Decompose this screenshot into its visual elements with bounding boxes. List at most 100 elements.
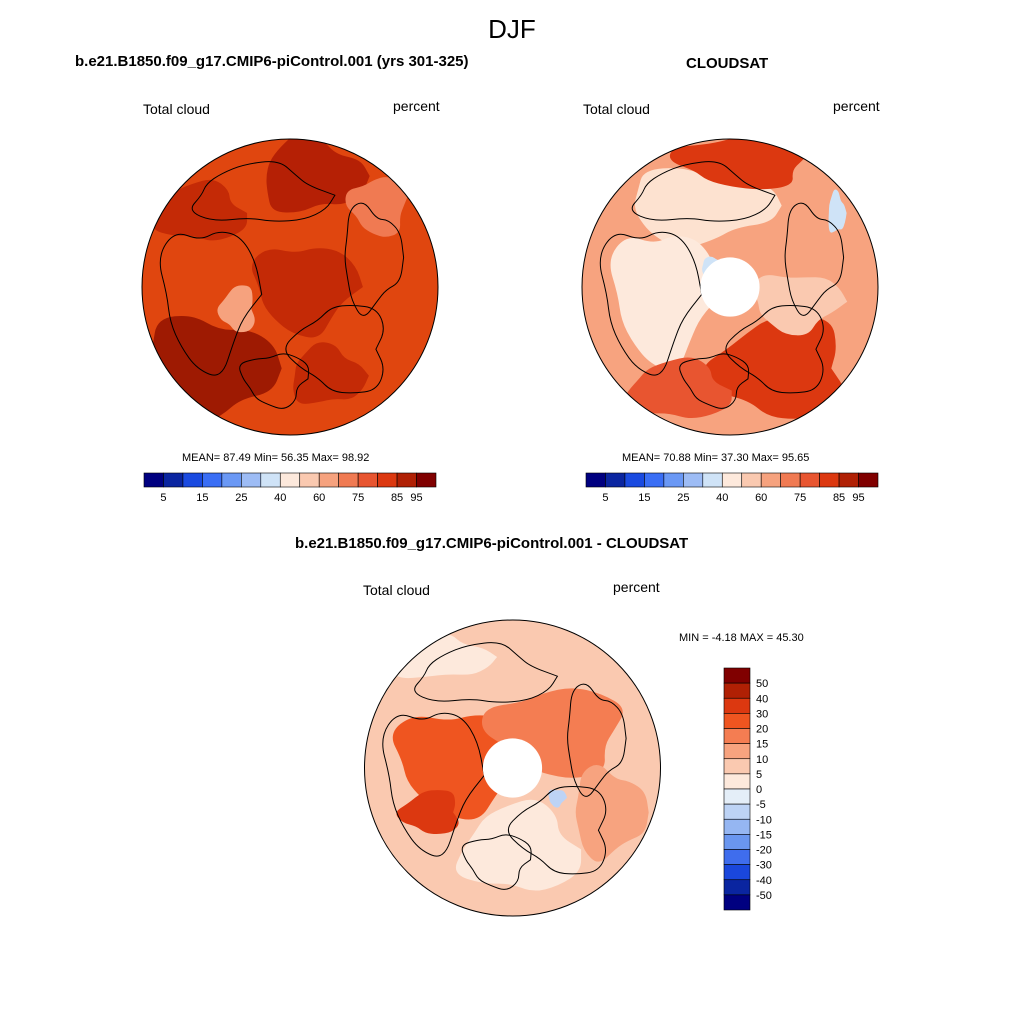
cloud-patch: [251, 248, 363, 338]
coastline: [344, 202, 405, 316]
colorbar-swatch: [585, 472, 606, 488]
panel3-polar-map: [364, 619, 661, 917]
cloud-patch: [396, 790, 459, 834]
colorbar-tick-label: 75: [352, 492, 364, 504]
coastline: [382, 712, 485, 857]
coastline: [567, 683, 627, 797]
coastline: [679, 353, 750, 409]
colorbar-swatch: [723, 758, 751, 775]
colorbar-swatch: [357, 472, 378, 488]
panel3-units-label: percent: [613, 579, 660, 595]
colorbar-tick-label: -20: [756, 845, 772, 857]
colorbar-swatch: [260, 472, 281, 488]
colorbar-tick-label: 0: [756, 784, 762, 796]
colorbar-tick-label: 85: [391, 492, 403, 504]
colorbar-tick-label: 60: [313, 492, 325, 504]
colorbar-swatch: [723, 894, 751, 911]
cloud-patch: [610, 236, 722, 371]
colorbar-swatch: [683, 472, 704, 488]
cloud-patch: [753, 275, 848, 336]
colorbar-swatch: [221, 472, 242, 488]
colorbar-tick-label: 40: [274, 492, 286, 504]
colorbar-swatch: [723, 818, 751, 835]
coastline: [725, 305, 824, 394]
map-fill: [364, 620, 661, 916]
colorbar-swatch: [723, 849, 751, 865]
colorbar-tick-label: 20: [756, 724, 768, 736]
cloud-patch: [266, 139, 370, 213]
panel2-stats: MEAN= 70.88 Min= 37.30 Max= 95.65: [622, 452, 810, 464]
colorbar-tick-label: 15: [638, 492, 650, 504]
colorbar-tick-label: 5: [602, 492, 608, 504]
colorbar-swatch: [702, 472, 723, 488]
colorbar-swatch: [163, 472, 184, 488]
colorbar-swatch: [723, 667, 751, 684]
colorbar-tick-label: 30: [756, 708, 768, 720]
colorbar-swatch: [760, 472, 781, 488]
panel1-colorbar: 5 15 25 40 60 75 85 95: [143, 472, 437, 504]
polar-hole: [482, 738, 543, 798]
colorbar-tick-label: 25: [235, 492, 247, 504]
colorbar-swatch: [741, 472, 762, 488]
coastline: [599, 231, 703, 376]
panel1-variable-label: Total cloud: [143, 101, 210, 117]
colorbar-swatch: [605, 472, 626, 488]
colorbar-tick-label: 5: [160, 492, 166, 504]
colorbar-swatch: [819, 472, 840, 488]
cloud-patch: [828, 189, 847, 233]
coastlines: [599, 161, 845, 409]
colorbar-swatch: [723, 864, 751, 881]
colorbar-swatch: [723, 697, 751, 714]
coastline: [285, 305, 384, 394]
coastline: [461, 834, 532, 890]
colorbar-tick-label: 60: [755, 492, 767, 504]
colorbar-tick-label: -15: [756, 829, 772, 841]
map-border: [364, 619, 661, 917]
colorbar-tick-label: 25: [677, 492, 689, 504]
colorbar-tick-label: 95: [410, 492, 422, 504]
colorbar-swatch: [723, 773, 751, 790]
colorbar-swatch: [338, 472, 359, 488]
figure-title: DJF: [488, 14, 536, 44]
colorbar-swatch: [299, 472, 320, 488]
panel1-stats: MEAN= 87.49 Min= 56.35 Max= 98.92: [182, 452, 370, 464]
colorbar-swatch: [663, 472, 684, 488]
colorbar-swatch: [723, 743, 751, 760]
colorbar-tick-label: -10: [756, 814, 772, 826]
panel2-variable-label: Total cloud: [583, 101, 650, 117]
colorbar-tick-label: 15: [196, 492, 208, 504]
colorbar-swatch: [396, 472, 417, 488]
colorbar-tick-label: -50: [756, 890, 772, 902]
coastline: [507, 786, 607, 875]
map-border: [581, 138, 879, 436]
panel1-title: b.e21.B1850.f09_g17.CMIP6-piControl.001 …: [75, 53, 469, 70]
panel1-units-label: percent: [393, 98, 440, 114]
cloud-patch: [217, 285, 255, 333]
colorbar-swatch: [780, 472, 801, 488]
colorbar-swatch: [202, 472, 223, 488]
cloud-patch: [548, 789, 567, 808]
cloud-patch: [345, 177, 409, 237]
cloud-patch: [669, 139, 811, 190]
colorbar-swatch: [241, 472, 262, 488]
coastline: [631, 161, 776, 222]
map-border: [141, 138, 439, 436]
colorbar-tick-label: 10: [756, 754, 768, 766]
colorbar-swatch: [723, 834, 751, 850]
panel2-units-label: percent: [833, 98, 880, 114]
colorbar-tick-label: 50: [756, 678, 768, 690]
colorbar-swatch: [799, 472, 820, 488]
panel1-polar-map: [141, 138, 439, 436]
coastline: [191, 161, 336, 222]
panel3-variable-label: Total cloud: [363, 582, 430, 598]
coastline: [414, 642, 559, 703]
colorbar-tick-label: 15: [756, 739, 768, 751]
coastline: [159, 231, 263, 376]
colorbar-swatch: [318, 472, 339, 488]
colorbar-tick-label: 40: [756, 693, 768, 705]
coastlines: [382, 642, 627, 890]
panel2-colorbar: 5 15 25 40 60 75 85 95: [585, 472, 879, 504]
colorbar-swatch: [723, 803, 751, 820]
colorbar-tick-label: 5: [756, 769, 762, 781]
